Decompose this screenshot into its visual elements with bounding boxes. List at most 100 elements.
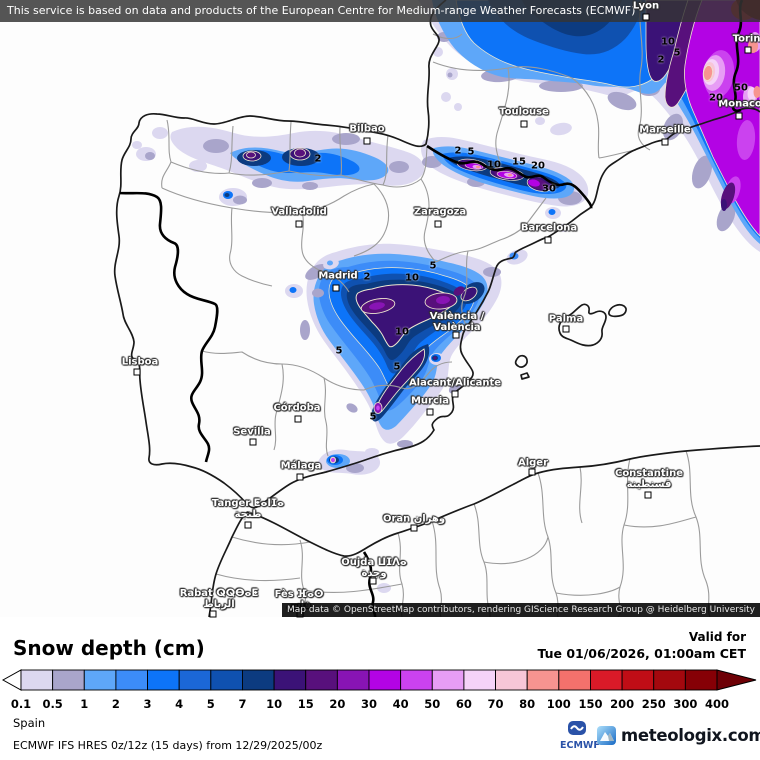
city-label-alacant-alicante: Alacant/Alicante bbox=[408, 377, 502, 389]
city-label-malaga: Málaga bbox=[280, 460, 322, 472]
legend-cell-100 bbox=[558, 669, 591, 691]
legend-cell-0.1 bbox=[20, 669, 54, 691]
valid-for-label: Valid for bbox=[688, 630, 746, 644]
city-label-sevilla: Sevilla bbox=[233, 426, 271, 438]
legend-cell-30 bbox=[368, 669, 402, 691]
contour-label: 10 bbox=[405, 272, 419, 284]
attribution-text: Map data © OpenStreetMap contributors, r… bbox=[287, 605, 755, 615]
contour-label: 5 bbox=[393, 361, 401, 373]
legend-tick-3: 3 bbox=[143, 697, 152, 711]
city-label-marseille: Marseille bbox=[639, 124, 691, 136]
city-label-lisboa: Lisboa bbox=[121, 356, 159, 368]
legend-tick-7: 7 bbox=[238, 697, 247, 711]
region-label: Spain bbox=[13, 716, 46, 730]
legend-tick-200: 200 bbox=[610, 697, 635, 711]
legend-cell-2 bbox=[115, 669, 148, 691]
meteologix-logo-icon bbox=[597, 726, 616, 745]
city-label-cordoba: Córdoba bbox=[273, 402, 321, 414]
city-marker-lyon bbox=[642, 13, 650, 21]
legend-tick-250: 250 bbox=[641, 697, 666, 711]
contour-label: 10 bbox=[661, 36, 675, 48]
legend-arrow-right bbox=[716, 669, 757, 691]
contour-label: 15 bbox=[512, 156, 526, 168]
legend-cell-4 bbox=[178, 669, 212, 691]
legend-cell-10 bbox=[273, 669, 307, 691]
contour-label: 5 bbox=[429, 260, 437, 272]
contour-label: 5 bbox=[467, 146, 475, 158]
city-label-madrid: Madrid bbox=[318, 270, 358, 282]
contour-label: 5 bbox=[335, 345, 343, 357]
legend-cell-250 bbox=[653, 669, 686, 691]
legend-cell-7 bbox=[242, 669, 275, 691]
ecmwf-logo-text: ECMWF bbox=[560, 740, 600, 751]
snow-depth-map[interactable] bbox=[0, 0, 760, 617]
ecmwf-logo-icon bbox=[568, 721, 586, 735]
city-marker-malaga bbox=[296, 473, 304, 481]
snow-field-france-alps bbox=[418, 0, 760, 252]
city-label-lyon: Lyon bbox=[632, 0, 660, 12]
city-marker-cordoba bbox=[294, 415, 302, 423]
city-marker-barcelona bbox=[544, 236, 552, 244]
snow-field-cantabria bbox=[132, 126, 425, 206]
legend-cell-3 bbox=[147, 669, 180, 691]
snow-field-central-spain bbox=[285, 243, 528, 448]
map-labels-layer: Lyon Toulouse Marseille Torino Monaco Bilbao V… bbox=[121, 0, 760, 618]
legend-tick-2: 2 bbox=[111, 697, 120, 711]
city-marker-murcia bbox=[426, 408, 434, 416]
ecmwf-logo[interactable]: ECMWF bbox=[560, 720, 600, 751]
legend-tick-80: 80 bbox=[519, 697, 536, 711]
region-borders bbox=[161, 0, 711, 617]
city-label-constantine: Constantine قسنطينة bbox=[614, 468, 684, 490]
legend-cell-200 bbox=[621, 669, 655, 691]
city-label-torino: Torino bbox=[732, 33, 760, 45]
legend-cell-300 bbox=[684, 669, 718, 691]
city-label-monaco: Monaco bbox=[718, 98, 760, 110]
city-label-valladolid: Valladolid bbox=[271, 206, 327, 218]
city-label-zaragoza: Zaragoza bbox=[413, 206, 467, 218]
contour-label: 20 bbox=[709, 92, 723, 104]
city-marker-valencia bbox=[452, 331, 460, 339]
legend-cell-15 bbox=[305, 669, 338, 691]
legend-tick-40: 40 bbox=[392, 697, 409, 711]
city-marker-sevilla bbox=[249, 438, 257, 446]
city-marker-zaragoza bbox=[434, 220, 442, 228]
city-marker-alacant-alicante bbox=[451, 390, 459, 398]
legend-tick-0.1: 0.1 bbox=[10, 697, 32, 711]
contour-label: 2 bbox=[657, 54, 665, 66]
legend-tick-70: 70 bbox=[487, 697, 504, 711]
legend-tick-50: 50 bbox=[424, 697, 441, 711]
city-label-oran: Oran وهران bbox=[382, 513, 446, 525]
legend-tick-1: 1 bbox=[80, 697, 89, 711]
contour-label: 5 bbox=[369, 411, 377, 423]
legend-color-scale bbox=[1, 669, 757, 691]
city-marker-madrid bbox=[332, 284, 340, 292]
legend-tick-300: 300 bbox=[673, 697, 698, 711]
legend-cell-50 bbox=[431, 669, 465, 691]
city-marker-marseille bbox=[661, 138, 669, 146]
city-marker-tanger bbox=[244, 521, 252, 529]
contour-label: 50 bbox=[734, 82, 748, 94]
legend-cell-40 bbox=[400, 669, 433, 691]
contour-label: 5 bbox=[673, 47, 681, 59]
city-marker-valladolid bbox=[295, 220, 303, 228]
city-marker-toulouse bbox=[520, 120, 528, 128]
legend-tick-15: 15 bbox=[297, 697, 314, 711]
city-label-tanger: Tanger ⵟⴰⵏⵊⴰ طنجة bbox=[211, 498, 285, 520]
service-notice-bar: This service is based on data and produc… bbox=[0, 0, 760, 22]
meteologix-logo-text: meteologix.com bbox=[621, 726, 760, 745]
contour-label: 2 bbox=[363, 271, 371, 283]
city-marker-oran bbox=[410, 524, 418, 532]
city-marker-torino bbox=[744, 46, 752, 54]
legend-cell-5 bbox=[210, 669, 243, 691]
legend-tick-150: 150 bbox=[578, 697, 603, 711]
city-label-alger: Alger bbox=[517, 457, 549, 469]
legend-tick-5: 5 bbox=[206, 697, 215, 711]
meteologix-logo[interactable]: meteologix.com bbox=[596, 724, 760, 747]
legend-cell-80 bbox=[526, 669, 560, 691]
city-marker-monaco bbox=[735, 112, 743, 120]
city-label-bilbao: Bilbao bbox=[349, 123, 385, 135]
legend-cell-60 bbox=[463, 669, 496, 691]
legend-tick-400: 400 bbox=[704, 697, 730, 711]
city-marker-constantine bbox=[644, 491, 652, 499]
